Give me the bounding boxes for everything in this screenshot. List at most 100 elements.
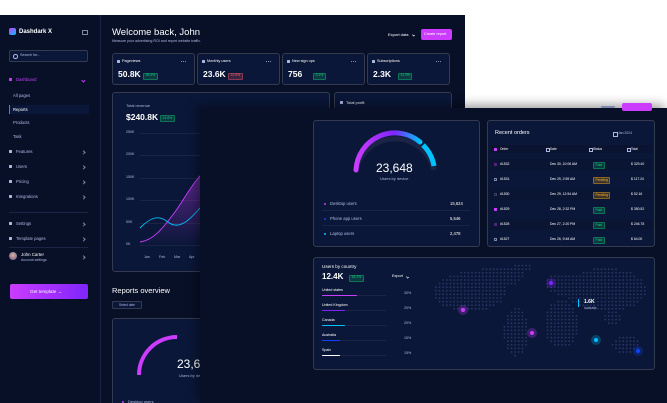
map-dot — [463, 275, 466, 278]
menu-dot — [266, 61, 267, 62]
map-dot — [633, 286, 635, 289]
map-dot — [575, 333, 578, 335]
map-dot — [568, 286, 571, 289]
map-dot — [600, 300, 603, 303]
map-dot — [575, 329, 578, 332]
nav-item[interactable]: Task — [13, 134, 22, 139]
checkbox[interactable] — [494, 177, 497, 181]
cta-button[interactable] — [10, 284, 88, 299]
nav-item[interactable]: Template pages — [16, 236, 46, 241]
map-dot — [510, 343, 513, 346]
orders-title: Recent orders — [495, 130, 530, 136]
nav-item[interactable]: Integrations — [16, 194, 38, 199]
map-dot — [561, 333, 563, 335]
map-dot — [611, 315, 614, 317]
nav-item[interactable]: Products — [13, 120, 30, 125]
map-dot — [607, 271, 610, 274]
page-title: Welcome back, John — [112, 27, 201, 38]
map-dot — [456, 286, 459, 289]
nav-item[interactable]: Settings — [16, 221, 32, 226]
front-topbar-item — [601, 106, 615, 108]
map-dot — [579, 289, 581, 292]
user-name[interactable]: John Carter — [21, 252, 44, 257]
map-dot — [492, 282, 495, 285]
map-dot — [449, 293, 452, 296]
map-dot — [600, 293, 603, 296]
map-dot — [622, 286, 625, 289]
map-dot — [460, 282, 463, 285]
map-dot — [622, 351, 625, 353]
map-dot — [571, 297, 574, 299]
map-dot — [510, 347, 513, 350]
map-dot — [492, 286, 495, 289]
map-dot — [604, 279, 607, 281]
map-dot — [503, 282, 506, 285]
nav-item[interactable]: Dashboard — [16, 77, 37, 82]
search-box[interactable] — [9, 50, 88, 62]
map-dot — [445, 289, 448, 292]
gauge-arc — [353, 130, 423, 173]
map-dot — [467, 279, 470, 281]
create-label[interactable]: Create report — [424, 32, 447, 36]
map-dot — [521, 336, 524, 339]
nav-item[interactable]: All pages — [13, 93, 31, 98]
map-dot — [618, 279, 621, 281]
map-dot — [568, 275, 571, 278]
map-dot — [485, 307, 488, 310]
brand-name: Dashdark X — [19, 29, 53, 35]
revenue-change: 24.6% — [160, 115, 175, 122]
map-dot — [453, 307, 455, 310]
stat-label: Monthly users — [207, 59, 231, 63]
date-label[interactable]: Select date — [119, 302, 135, 307]
map-dot — [510, 325, 513, 328]
map-dot — [593, 307, 596, 310]
callout-label: Australia — [584, 306, 597, 310]
map-dot — [557, 315, 560, 317]
map-dot — [499, 279, 502, 281]
stat-label: Subscriptions — [377, 59, 400, 63]
map-dot — [503, 268, 506, 271]
map-dot — [449, 286, 452, 289]
country-export[interactable]: Export — [392, 274, 403, 278]
map-dot — [517, 325, 520, 328]
country-title: Users by country — [322, 264, 357, 269]
map-dot — [456, 304, 459, 307]
nav-item[interactable]: Features — [16, 149, 33, 154]
checkbox[interactable] — [494, 237, 497, 241]
stat-change: 28.4% — [143, 72, 158, 80]
map-dot — [489, 304, 491, 307]
map-dot — [622, 297, 625, 299]
map-dot — [643, 293, 646, 296]
map-dot — [474, 275, 477, 278]
map-dot — [510, 318, 513, 321]
map-dot — [611, 268, 614, 271]
map-dot — [593, 282, 596, 285]
cta-label[interactable]: Get template → — [30, 289, 63, 294]
menu-dot — [355, 61, 356, 62]
map-dot — [561, 304, 563, 307]
map-dot — [618, 315, 621, 317]
map-dot — [615, 286, 617, 289]
map-dot — [550, 315, 553, 317]
create-button[interactable] — [421, 29, 452, 40]
nav-item[interactable]: Users — [16, 164, 27, 169]
map-dot — [463, 293, 466, 296]
map-dot — [640, 297, 643, 299]
callout-value: 1.6K — [584, 299, 595, 305]
nav-item[interactable]: Pricing — [16, 179, 29, 184]
map-dot — [568, 329, 571, 332]
date-pill[interactable] — [112, 301, 142, 309]
map-dot — [514, 329, 517, 332]
map-dot — [521, 271, 524, 274]
orders-date[interactable]: Jan 2024 — [618, 131, 632, 135]
nav-active[interactable] — [9, 105, 89, 114]
stat-value: 756 — [288, 69, 303, 79]
map-dot — [435, 297, 437, 299]
export-button[interactable]: Export data — [388, 32, 409, 37]
checkbox[interactable] — [494, 207, 497, 211]
nav-item[interactable]: Reports — [13, 107, 28, 112]
map-dot — [471, 286, 473, 289]
map-dot — [618, 304, 621, 307]
map-dot — [625, 343, 628, 346]
